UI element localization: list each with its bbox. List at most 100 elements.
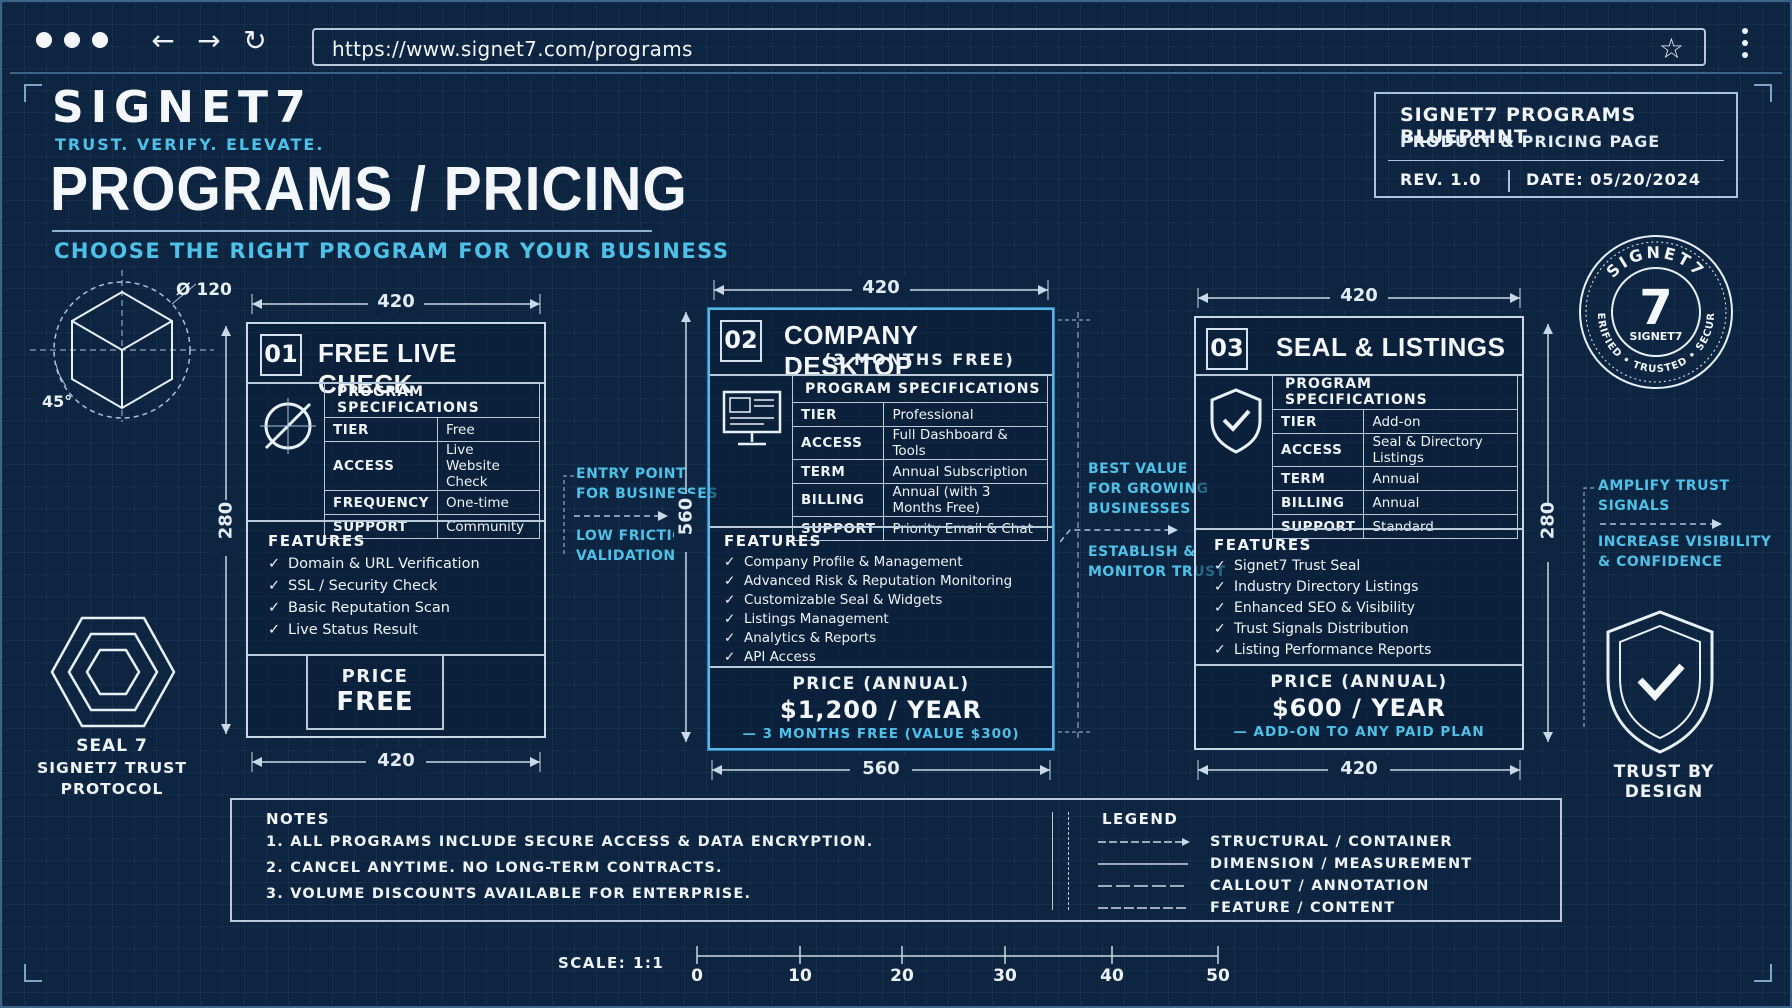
card3-side-dimension [1536, 324, 1560, 742]
spec-value: Free [436, 417, 541, 442]
card3-price-box[interactable]: PRICE (ANNUAL) $600 / YEAR — ADD-ON TO A… [1196, 672, 1522, 740]
kebab-menu-icon[interactable] [1740, 28, 1750, 64]
callout-establish-monitor: ESTABLISH & MONITOR TRUST [1088, 544, 1226, 580]
bookmark-star-icon[interactable]: ☆ [1658, 32, 1684, 65]
card3-title: SEAL & LISTINGS [1276, 332, 1506, 362]
callout-increase-visibility: INCREASE VISIBILITY & CONFIDENCE [1598, 534, 1772, 570]
list-item: ✓ Trust Signals Distribution [1214, 621, 1409, 637]
card3-bottom-dimension [1197, 758, 1521, 782]
seal7-hexagon-icon [50, 616, 176, 728]
card2-spec-table: PROGRAM SPECIFICATIONS TIER Professional … [791, 374, 1048, 541]
legend-item: DIMENSION / MEASUREMENT [1210, 856, 1473, 872]
list-item: ✓ Customizable Seal & Widgets [724, 592, 943, 608]
list-item: ✓ SSL / Security Check [268, 578, 438, 594]
card1-spec-header: PROGRAM SPECIFICATIONS [324, 382, 540, 418]
check-icon: ✓ [724, 611, 736, 627]
callout-amplify-trust: AMPLIFY TRUST SIGNALS [1598, 478, 1730, 514]
desktop-monitor-icon [722, 390, 782, 446]
check-icon: ✓ [1214, 579, 1226, 595]
scale-tick: 0 [691, 966, 703, 986]
card1-price-box[interactable]: PRICE FREE [306, 656, 444, 730]
notes-header: NOTES [266, 810, 331, 828]
spec-key: ACCESS [324, 441, 438, 491]
program-card-seal-listings[interactable]: 03 SEAL & LISTINGS PROGRAM SPECIFICATION… [1194, 316, 1524, 750]
spec-key: TERM [791, 459, 885, 484]
card1-bottom-dim-label: 420 [377, 750, 415, 771]
card2-bottom-dim-label: 560 [862, 758, 900, 779]
shield-check-icon [1210, 388, 1262, 454]
brand-logo[interactable]: SIGNET7 [52, 82, 313, 133]
card1-top-dimension [251, 292, 541, 316]
spec-value: Add-on [1363, 409, 1518, 434]
corner-mark [1754, 84, 1772, 102]
scale-tick: 40 [1100, 966, 1124, 986]
card1-spec-table: PROGRAM SPECIFICATIONS TIER Free ACCESS Li… [324, 382, 541, 539]
card2-top-dim-label: 420 [862, 277, 900, 298]
spec-value: Annual [1363, 490, 1518, 515]
program-card-free-live-check[interactable]: 01 FREE LIVE CHECK PROGRAM SPECIFICATION… [246, 322, 546, 738]
spec-value: Full Dashboard & Tools [883, 426, 1048, 460]
scale-label: SCALE: 1:1 [558, 954, 665, 972]
blueprint-title: SIGNET7 PROGRAMS BLUEPRINT [1400, 104, 1637, 148]
callout-arrow [563, 475, 668, 554]
scale-tick: 10 [788, 966, 812, 986]
window-maximize-dot[interactable] [92, 32, 108, 48]
check-icon: ✓ [724, 630, 736, 646]
list-item: ✓ Listings Management [724, 611, 889, 627]
forward-arrow-icon[interactable]: → [197, 24, 221, 57]
check-icon: ✓ [724, 573, 736, 589]
card2-subtitle: (3 MONTHS FREE) [824, 350, 1015, 369]
address-bar[interactable]: https://www.signet7.com/programs ☆ [312, 28, 1706, 66]
check-icon: ✓ [1214, 558, 1226, 574]
seal7-caption-line2: SIGNET7 TRUST [37, 759, 187, 777]
notes-divider [1052, 812, 1053, 910]
card2-price-value: $1,200 / YEAR [780, 696, 982, 724]
seal-inner-text: SIGNET7 [1630, 330, 1683, 343]
back-arrow-icon[interactable]: ← [151, 24, 175, 57]
card3-divider [1196, 528, 1522, 530]
card1-price-label: PRICE [341, 666, 409, 687]
card2-right-guides [1058, 312, 1092, 742]
note-item: 2. CANCEL ANYTIME. NO LONG-TERM CONTRACT… [266, 860, 723, 876]
callout-low-friction: LOW FRICTION VALIDATION [576, 528, 697, 564]
trust-caption: TRUST BY DESIGN [1613, 762, 1715, 802]
signet7-round-seal-icon: SIGNET7 VERIFIED • TRUSTED • SECURE 7 SI… [1576, 232, 1733, 389]
blueprint-subtitle: PRODUCT & PRICING PAGE [1400, 132, 1661, 151]
check-icon: ✓ [1214, 642, 1226, 658]
card2-number: 02 [720, 320, 762, 362]
card1-divider [248, 520, 544, 522]
spec-value: Annual (with 3 Months Free) [883, 483, 1048, 517]
angle-label: 45° [42, 392, 73, 411]
browser-toolbar: ← → ↻ https://www.signet7.com/programs ☆ [10, 10, 1782, 74]
corner-mark [1754, 964, 1772, 982]
corner-mark [24, 964, 42, 982]
card2-price-label: PRICE (ANNUAL) [792, 674, 970, 694]
card3-side-dim-label: 280 [1537, 501, 1559, 540]
card1-number: 01 [260, 334, 302, 376]
blueprint-divider [1388, 160, 1724, 161]
page-subtitle: CHOOSE THE RIGHT PROGRAM FOR YOUR BUSINE… [54, 239, 730, 263]
callout-best-value: BEST VALUE FOR GROWING BUSINESSES [1088, 461, 1209, 517]
spec-value: Seal & Directory Listings [1363, 433, 1518, 467]
trust-shield-icon [1606, 610, 1714, 754]
spec-key: FREQUENCY [324, 490, 438, 515]
url-text: https://www.signet7.com/programs [332, 37, 693, 61]
window-minimize-dot[interactable] [64, 32, 80, 48]
no-sign-icon [260, 398, 316, 454]
check-icon: ✓ [268, 556, 281, 572]
card1-side-dim-label: 280 [215, 501, 237, 540]
card1-bottom-dimension [251, 750, 541, 774]
spec-key: BILLING [791, 483, 885, 517]
scale-bar [696, 946, 1219, 964]
spec-value: Professional [883, 402, 1048, 427]
scale-tick: 20 [890, 966, 914, 986]
program-card-company-desktop[interactable]: 02 COMPANY DESKTOP (3 MONTHS FREE) PROGR… [708, 308, 1054, 750]
window-close-dot[interactable] [36, 32, 52, 48]
reload-icon[interactable]: ↻ [243, 24, 267, 57]
check-icon: ✓ [724, 592, 736, 608]
card2-price-box[interactable]: PRICE (ANNUAL) $1,200 / YEAR — 3 MONTHS … [710, 674, 1052, 742]
card3-price-value: $600 / YEAR [1271, 694, 1447, 722]
card3-top-dim-label: 420 [1340, 285, 1378, 306]
spec-value: Community [436, 514, 541, 539]
